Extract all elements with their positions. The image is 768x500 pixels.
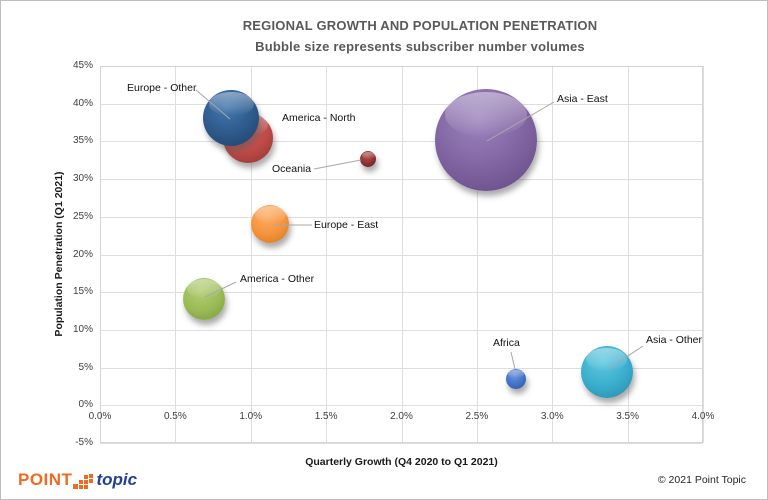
bubble-gloss [255,206,286,224]
gridline-horizontal [100,329,703,331]
bubble-europe-other [203,90,260,147]
x-tick-label: 3.5% [616,411,640,423]
x-tick-label: 1.0% [239,411,263,423]
bubble-label-asia-other: Asia - Other [646,334,703,346]
bubble-label-america-other: America - Other [240,273,315,285]
bubble-gloss [361,151,375,159]
bubble-europe-east [251,205,290,244]
x-tick-label: 2.0% [390,411,413,423]
bubble-gloss [585,347,628,371]
y-axis-title: Population Penetration (Q1 2021) [53,171,65,337]
x-tick-label: 0.0% [88,411,112,423]
gridline-horizontal [100,179,703,181]
gridline-vertical [703,66,704,443]
y-tick-label: 5% [78,361,93,373]
gridline-horizontal [100,405,703,407]
y-tick-label: -5% [75,437,93,448]
x-tick-label: 0.5% [163,411,187,423]
x-tick-label: 1.5% [314,411,338,423]
y-tick-label: 30% [72,173,93,185]
gridline-horizontal [100,292,703,294]
logo-text-point: POINT [18,470,73,489]
x-tick-label: 2.5% [465,411,489,423]
bubble-label-oceania: Oceania [272,163,312,175]
gridline-horizontal [100,216,703,218]
bubble-label-europe-other: Europe - Other [127,82,197,94]
chart-subtitle: Bubble size represents subscriber number… [255,39,585,54]
x-tick-label: 4.0% [691,411,715,423]
logo-squares-icon [73,474,94,489]
x-axis-title: Quarterly Growth (Q4 2020 to Q1 2021) [305,456,498,468]
copyright-text: © 2021 Point Topic [657,474,746,486]
gridline-horizontal [100,141,703,143]
bubble-asia-east [434,88,537,191]
bubble-label-america-north: America - North [282,112,356,124]
bubble-oceania [360,151,377,168]
leader-line-oceania [313,159,362,170]
gridline-horizontal [100,443,703,444]
y-tick-label: 0% [78,399,93,411]
bubble-gloss [208,91,254,117]
gridline-horizontal [100,103,703,105]
bubble-gloss [508,369,525,379]
bubble-asia-other [580,346,633,399]
bubble-label-africa: Africa [493,337,520,349]
point-topic-logo: POINT topic [18,470,137,490]
y-tick-label: 35% [72,135,93,147]
y-tick-label: 10% [72,323,93,335]
bubble-america-other [183,277,226,320]
chart-title: REGIONAL GROWTH AND POPULATION PENETRATI… [242,18,598,33]
bubble-gloss [445,91,527,137]
y-tick-label: 45% [72,60,93,71]
x-tick-label: 3.0% [540,411,564,423]
y-tick-label: 15% [72,286,93,298]
gridline-horizontal [100,66,703,67]
gridline-horizontal [100,367,703,369]
bubble-gloss [187,279,221,298]
bubble-label-asia-east: Asia - East [557,93,608,105]
bubble-africa [506,368,527,389]
leader-line-africa [510,351,516,370]
gridline-horizontal [100,254,703,256]
chart-title-block: REGIONAL GROWTH AND POPULATION PENETRATI… [91,15,749,57]
logo-text-topic: topic [96,470,138,489]
y-tick-label: 40% [72,97,93,109]
bubble-label-europe-east: Europe - East [314,219,379,231]
y-tick-label: 25% [72,210,93,222]
y-tick-label: 20% [72,248,93,260]
